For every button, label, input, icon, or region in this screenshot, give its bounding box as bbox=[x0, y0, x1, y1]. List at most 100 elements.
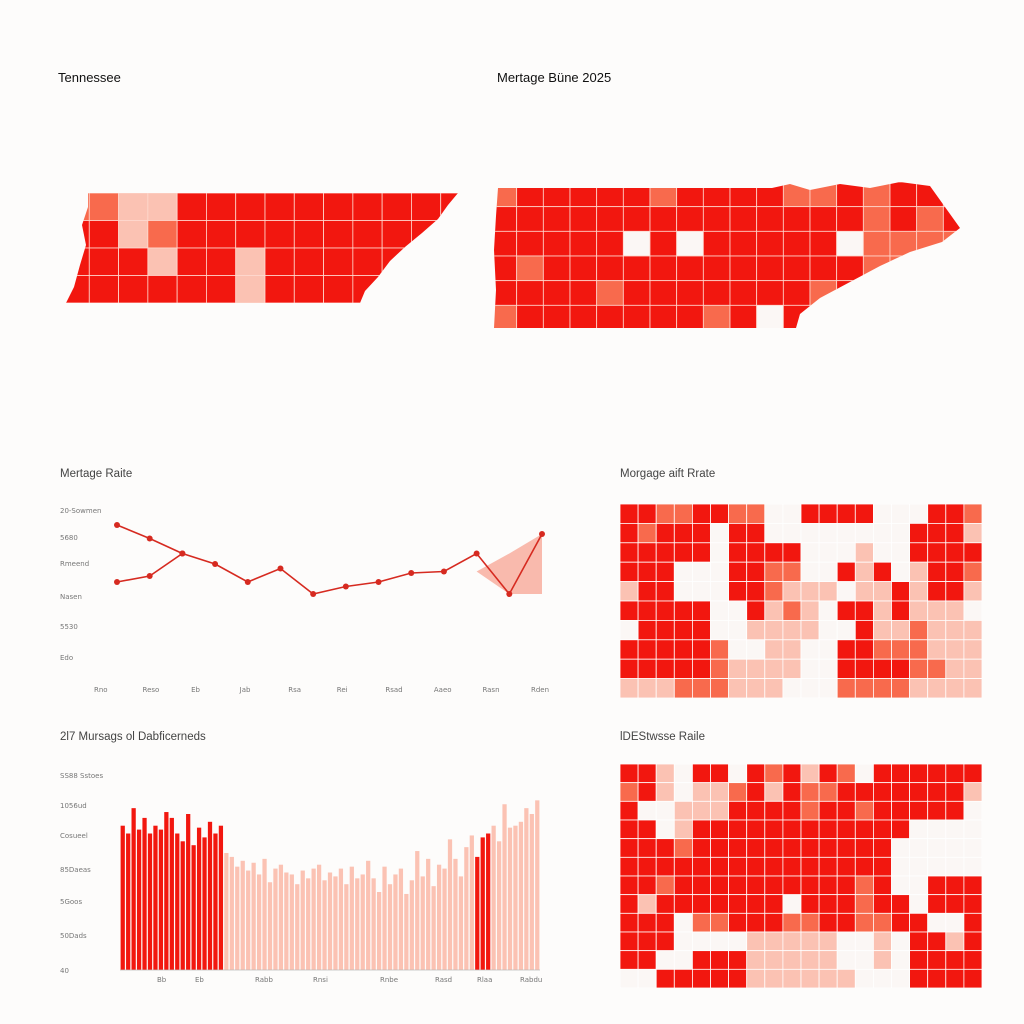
heatmap1-cell bbox=[945, 561, 965, 583]
heatmap2-cell bbox=[728, 764, 748, 784]
heatmap1-cell bbox=[963, 561, 982, 583]
heatmap2-cell bbox=[872, 838, 892, 858]
heatmap2-cell bbox=[927, 819, 947, 840]
map1-county-cell bbox=[206, 275, 237, 303]
line-point bbox=[244, 579, 251, 585]
heatmap1-cell bbox=[891, 600, 911, 621]
heatmap2-cell bbox=[963, 800, 982, 821]
heatmap1-cell bbox=[764, 658, 784, 679]
heatmap2-cell bbox=[746, 931, 766, 952]
map2-county-cell bbox=[542, 230, 571, 257]
heatmap2-cell bbox=[782, 875, 802, 896]
map2-county-cell bbox=[729, 206, 758, 232]
heatmap2-cell bbox=[909, 764, 929, 784]
bar bbox=[267, 882, 273, 970]
map1-county-cell bbox=[118, 247, 149, 276]
heatmap2-cell bbox=[818, 819, 838, 840]
bar bbox=[420, 876, 425, 970]
heatmap1-cell bbox=[746, 504, 766, 524]
heatmap2-cell bbox=[800, 764, 820, 784]
heatmap2-cell bbox=[872, 912, 892, 933]
map2-county-cell bbox=[702, 182, 731, 208]
heatmap1-cell bbox=[728, 658, 748, 679]
heatmap2-cell bbox=[637, 764, 657, 784]
heatmap1-cell bbox=[764, 600, 784, 621]
heatmap1-cell bbox=[710, 561, 730, 583]
heatmap2-cell bbox=[728, 782, 748, 802]
bar-x-tick-label: Rnbe bbox=[380, 976, 398, 984]
bar bbox=[333, 876, 338, 970]
map1-county-cell bbox=[88, 193, 119, 221]
heatmap2-cell bbox=[710, 856, 730, 877]
heatmap1-cell bbox=[655, 504, 675, 524]
heatmap2-cell bbox=[963, 931, 982, 952]
heatmap2-cell bbox=[764, 968, 784, 988]
bar-y-tick-label: 5Goos bbox=[60, 898, 82, 906]
heatmap2-cell bbox=[692, 968, 711, 988]
map1-county-cell bbox=[440, 220, 458, 249]
heatmap2-cell bbox=[764, 931, 784, 952]
map2-county-cell bbox=[494, 182, 518, 208]
heatmap1-cell bbox=[872, 542, 892, 563]
heatmap2-cell bbox=[692, 764, 711, 784]
heatmap1-cell bbox=[692, 561, 711, 583]
bar bbox=[175, 833, 180, 970]
heatmap2-cell bbox=[655, 856, 675, 877]
map1-county-cell bbox=[147, 275, 178, 303]
heatmap1-cell bbox=[782, 504, 802, 524]
line-point bbox=[342, 583, 349, 590]
heatmap2-cell bbox=[854, 800, 874, 821]
heatmap1-cell bbox=[891, 639, 911, 660]
heatmap1-cell bbox=[963, 620, 982, 641]
map2-county-cell bbox=[542, 255, 571, 282]
map2-county-cell bbox=[782, 280, 811, 306]
heatmap2-cell bbox=[673, 894, 693, 914]
map1-county-cell bbox=[66, 193, 90, 221]
heatmap2-cell bbox=[710, 950, 730, 970]
map1-county-cell bbox=[293, 220, 324, 249]
regional-county-map bbox=[494, 182, 960, 328]
heatmap2-cell bbox=[963, 782, 982, 802]
heatmap2-cell bbox=[673, 968, 693, 988]
map2-county-cell bbox=[676, 304, 704, 328]
bar bbox=[464, 847, 469, 970]
heatmap1-cell bbox=[764, 522, 784, 544]
bar bbox=[180, 841, 185, 970]
heatmap2-cell bbox=[872, 950, 892, 970]
line-point bbox=[440, 568, 447, 575]
map1-county-cell bbox=[66, 220, 90, 249]
line-point bbox=[506, 591, 513, 597]
heatmap1-cell bbox=[872, 561, 892, 583]
map2-county-cell bbox=[649, 280, 678, 306]
heatmap2-cell bbox=[710, 931, 730, 952]
heatmap1-cell bbox=[710, 658, 730, 679]
map2-county-cell bbox=[596, 182, 624, 208]
heatmap2-cell bbox=[854, 912, 874, 933]
heatmap1-cell bbox=[728, 561, 748, 583]
heatmap1-cell bbox=[692, 658, 711, 679]
map1-county-cell bbox=[323, 193, 354, 221]
heatmap2-cell bbox=[673, 912, 693, 933]
heatmap2-cell bbox=[728, 800, 748, 821]
map2-county-cell bbox=[889, 206, 918, 232]
map2-county-cell bbox=[569, 182, 598, 208]
heatmap1-cell bbox=[945, 678, 965, 698]
map1-county-cell bbox=[206, 247, 237, 276]
heatmap1-cell bbox=[836, 600, 856, 621]
map1-county-cell bbox=[235, 193, 266, 221]
line-y-tick-label: Edo bbox=[60, 654, 73, 662]
bar bbox=[431, 886, 436, 970]
heatmap1-cell bbox=[945, 542, 965, 563]
map2-county-cell bbox=[494, 304, 518, 328]
heatmap1-cell bbox=[963, 581, 982, 602]
heatmap2-cell bbox=[692, 782, 711, 802]
heatmap1-cell bbox=[637, 620, 657, 641]
heatmap1-cell bbox=[637, 542, 657, 563]
heatmap2-cell bbox=[872, 764, 892, 784]
heatmap1-cell bbox=[909, 581, 929, 602]
heatmap2-cell bbox=[673, 800, 693, 821]
map1-county-cell bbox=[235, 247, 266, 276]
map2-county-cell bbox=[889, 230, 918, 257]
map2-county-cell bbox=[702, 230, 731, 257]
heatmap1-cell bbox=[728, 542, 748, 563]
